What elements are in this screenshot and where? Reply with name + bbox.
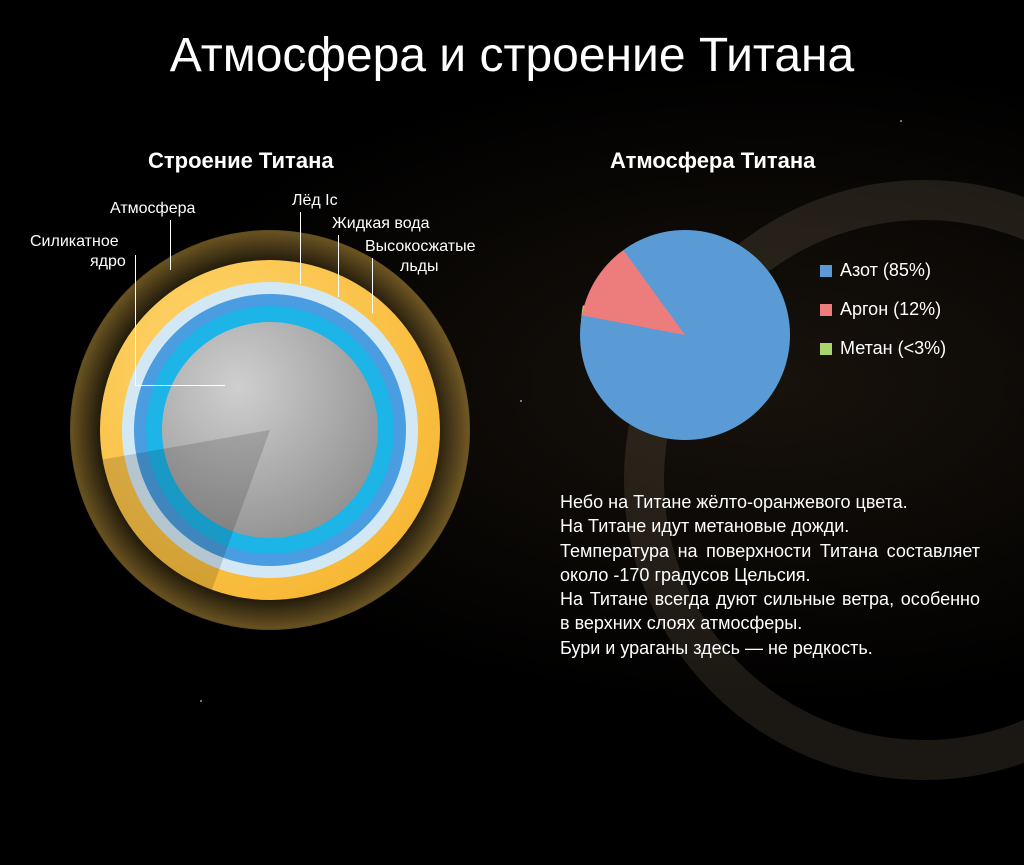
- pie-main: [580, 230, 790, 440]
- legend-item: Аргон (12%): [820, 299, 946, 320]
- label-core-2: ядро: [90, 253, 126, 271]
- leader-line: [372, 258, 373, 313]
- label-ice: Лёд Iс: [292, 192, 338, 210]
- legend-label: Метан (<3%): [840, 338, 946, 359]
- star: [200, 700, 202, 702]
- body-line: На Титане всегда дуют сильные ветра, осо…: [560, 587, 980, 636]
- pie-legend: Азот (85%) Аргон (12%) Метан (<3%): [820, 260, 946, 377]
- structure-subtitle: Строение Титана: [148, 148, 334, 174]
- body-line: Бури и ураганы здесь — не редкость.: [560, 636, 980, 660]
- body-text: Небо на Титане жёлто-оранжевого цвета.На…: [560, 490, 980, 660]
- legend-item: Азот (85%): [820, 260, 946, 281]
- atmosphere-subtitle: Атмосфера Титана: [610, 148, 815, 174]
- leader-line: [135, 385, 225, 386]
- body-line: Небо на Титане жёлто-оранжевого цвета.: [560, 490, 980, 514]
- label-hpice-2: льды: [400, 258, 439, 276]
- page-title: Атмосфера и строение Титана: [0, 28, 1024, 83]
- label-water: Жидкая вода: [332, 215, 430, 233]
- atmosphere-pie-chart: Азот (85%) Аргон (12%) Метан (<3%): [560, 200, 1000, 460]
- legend-label: Азот (85%): [840, 260, 931, 281]
- legend-label: Аргон (12%): [840, 299, 941, 320]
- leader-line: [300, 212, 301, 284]
- body-line: На Титане идут метановые дожди.: [560, 514, 980, 538]
- leader-line: [170, 220, 171, 270]
- legend-swatch: [820, 304, 832, 316]
- label-hpice: Высокосжатые: [365, 238, 475, 256]
- legend-swatch: [820, 265, 832, 277]
- leader-line: [135, 255, 136, 385]
- body-line: Температура на поверхности Титана состав…: [560, 539, 980, 588]
- legend-item: Метан (<3%): [820, 338, 946, 359]
- titan-structure-diagram: Атмосфера Силикатное ядро Лёд Iс Жидкая …: [40, 180, 500, 600]
- leader-line: [338, 235, 339, 297]
- star: [900, 120, 902, 122]
- layer-core: [162, 322, 378, 538]
- star: [520, 400, 522, 402]
- legend-swatch: [820, 343, 832, 355]
- label-atmosphere: Атмосфера: [110, 200, 195, 218]
- label-core: Силикатное: [30, 233, 119, 251]
